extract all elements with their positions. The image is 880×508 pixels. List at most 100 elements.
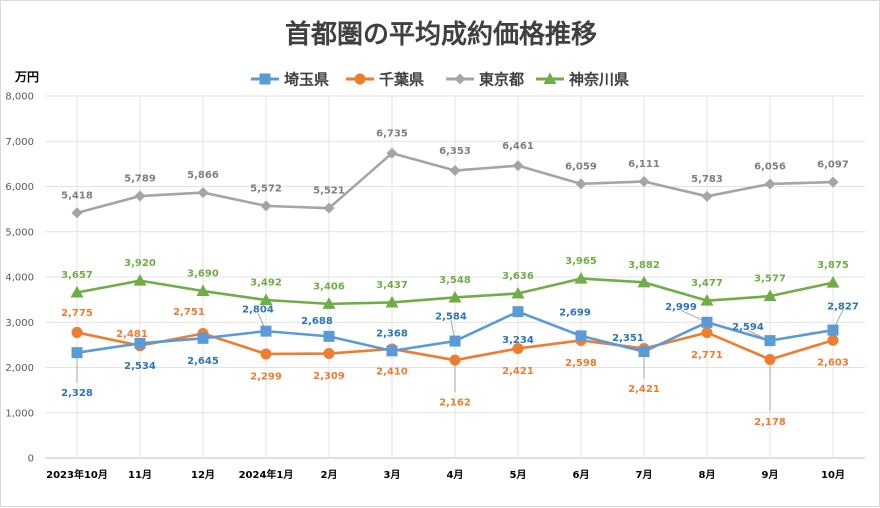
data-point	[575, 330, 587, 342]
data-label: 2,410	[376, 366, 408, 377]
x-tick-label: 12月	[191, 469, 215, 481]
data-point	[512, 342, 524, 354]
x-tick-label: 11月	[128, 469, 152, 481]
data-point	[701, 190, 713, 202]
y-tick-label: 1,000	[5, 408, 34, 419]
data-point	[323, 202, 335, 214]
data-point	[637, 275, 651, 288]
data-label: 5,521	[313, 186, 345, 197]
data-label: 2,534	[124, 361, 156, 372]
data-label: 2,827	[827, 302, 859, 313]
data-label: 2,421	[628, 384, 660, 395]
data-label: 2,594	[732, 322, 764, 333]
data-label: 3,477	[691, 278, 723, 289]
data-label: 2,368	[376, 328, 408, 339]
data-label: 5,789	[124, 174, 156, 185]
data-point	[323, 330, 335, 342]
data-label: 2,751	[173, 307, 205, 318]
data-label: 2,351	[612, 333, 644, 344]
data-label: 5,418	[61, 190, 93, 201]
data-point	[71, 207, 83, 219]
data-point	[386, 345, 398, 357]
data-label: 2,481	[116, 329, 148, 340]
x-tick-label: 2023年10月	[46, 468, 108, 481]
data-point	[386, 147, 398, 159]
y-tick-label: 8,000	[5, 92, 34, 103]
data-label: 3,882	[628, 260, 660, 271]
data-label: 3,636	[502, 271, 534, 282]
data-label: 2,804	[242, 305, 274, 316]
data-label: 6,097	[817, 160, 849, 171]
chart-legend: 埼玉県 千葉県 東京都 神奈川県	[251, 71, 629, 89]
data-point	[764, 335, 776, 347]
x-tick-label: 2024年1月	[239, 468, 294, 481]
data-point	[512, 160, 524, 172]
legend-label: 埼玉県	[284, 71, 329, 89]
legend-label: 東京都	[479, 71, 524, 89]
data-point	[764, 178, 776, 190]
data-label: 2,421	[502, 366, 534, 377]
series-markers	[70, 147, 840, 366]
x-tick-label: 8月	[699, 469, 716, 481]
legend-label: 神奈川県	[569, 71, 629, 89]
data-point	[71, 347, 83, 359]
legend-marker	[454, 73, 466, 85]
data-label: 2,999	[665, 302, 697, 313]
data-label: 2,309	[313, 371, 345, 382]
data-point	[763, 289, 777, 302]
data-point	[133, 274, 147, 286]
data-label: 2,584	[435, 312, 467, 323]
data-label: 3,965	[565, 256, 597, 267]
data-label: 3,690	[187, 269, 219, 280]
data-point	[826, 276, 840, 288]
data-label: 2,178	[754, 417, 786, 428]
x-axis-ticks: 2023年10月 11月 12月 2024年1月 2月 3月 4月 5月 6月 7月 8月 9月 10月	[46, 468, 845, 481]
data-point	[134, 337, 146, 349]
data-point	[638, 346, 650, 358]
data-label: 6,059	[565, 161, 597, 172]
data-point	[196, 284, 210, 297]
data-label: 3,548	[439, 275, 471, 286]
data-label: 6,461	[502, 141, 534, 152]
data-label: 6,056	[754, 161, 786, 172]
x-tick-label: 6月	[573, 469, 590, 481]
gridlines	[45, 95, 865, 459]
data-label: 2,771	[691, 350, 723, 361]
y-tick-label: 2,000	[5, 363, 34, 374]
data-label: 6,111	[628, 159, 660, 170]
data-label: 2,603	[817, 358, 849, 369]
chart-title: 首都圏の平均成約価格推移	[285, 19, 597, 50]
data-point	[575, 178, 587, 190]
y-tick-label: 0	[28, 454, 34, 465]
x-tick-label: 5月	[510, 469, 527, 481]
data-label: 3,875	[817, 260, 849, 271]
data-labels: 5,418 5,789 5,866 5,572 5,521 6,735 6,353 6,461…	[61, 129, 859, 428]
data-label: 2,299	[250, 371, 282, 382]
data-point	[448, 290, 462, 303]
data-point	[385, 295, 399, 308]
data-point	[134, 190, 146, 202]
data-point	[449, 354, 461, 366]
data-point	[260, 325, 272, 337]
data-point	[574, 272, 588, 284]
data-point	[827, 176, 839, 188]
data-label: 5,783	[691, 174, 723, 185]
data-point	[449, 165, 461, 177]
data-label: 5,866	[187, 170, 219, 181]
data-point	[197, 187, 209, 199]
data-point	[260, 200, 272, 212]
legend-marker	[259, 73, 271, 85]
data-label: 2,162	[439, 398, 471, 409]
data-point	[70, 286, 84, 298]
data-point	[701, 327, 713, 339]
x-tick-label: 2月	[321, 469, 338, 481]
data-point	[449, 335, 461, 347]
data-label: 3,437	[376, 280, 408, 291]
data-label: 5,572	[250, 183, 282, 194]
data-label: 3,234	[502, 335, 534, 346]
data-point	[700, 294, 714, 306]
data-point	[322, 297, 336, 309]
data-point	[827, 324, 839, 336]
data-label: 3,492	[250, 277, 282, 288]
